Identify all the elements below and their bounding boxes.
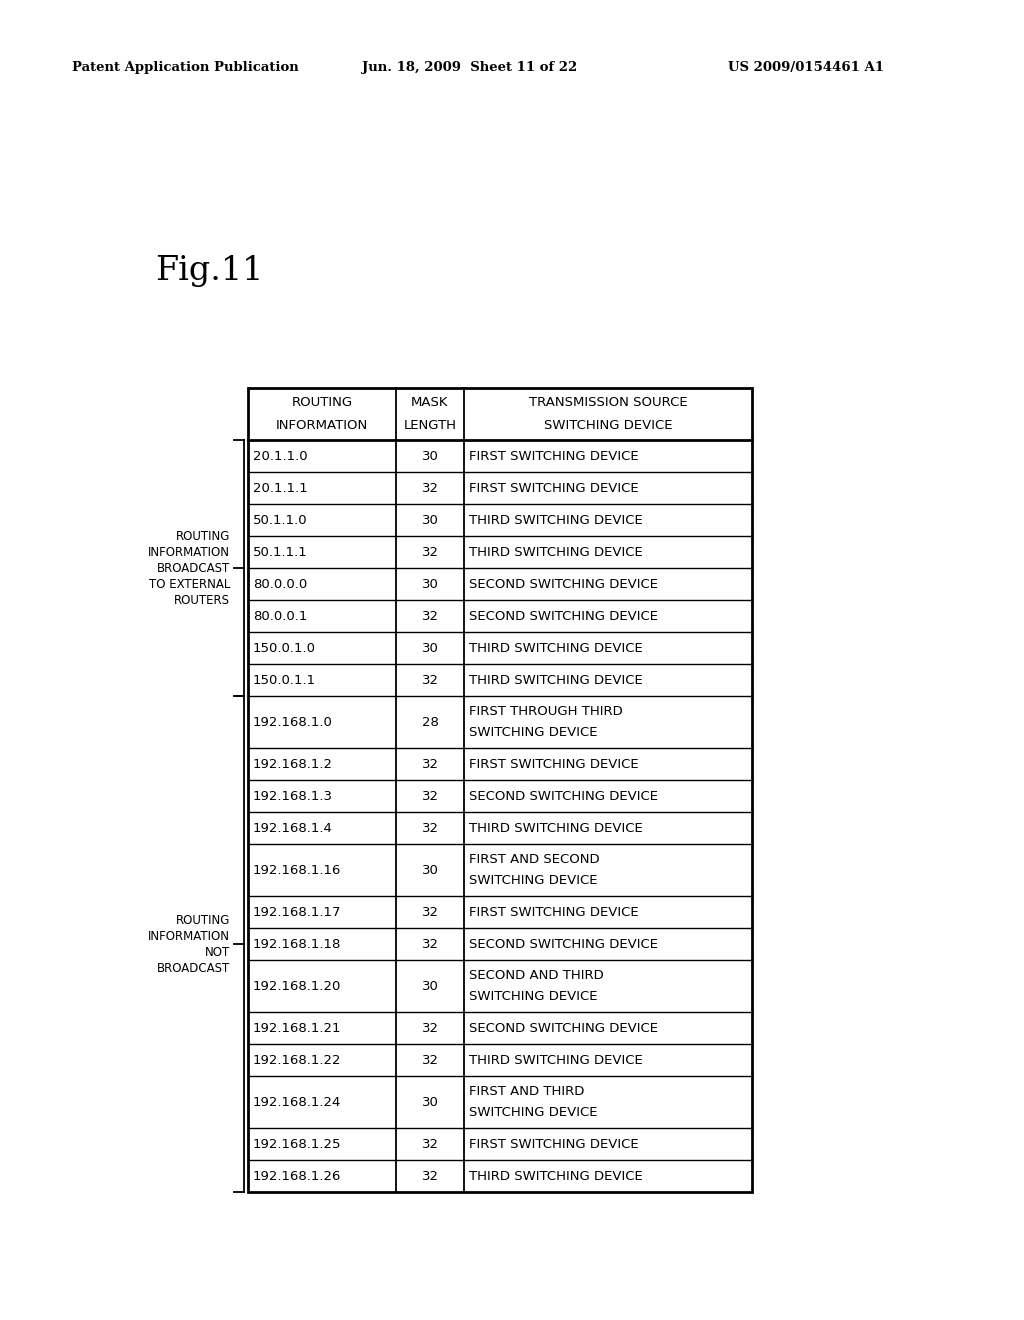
Text: 192.168.1.2: 192.168.1.2 — [253, 758, 333, 771]
Text: INFORMATION: INFORMATION — [275, 418, 368, 432]
Text: 150.0.1.1: 150.0.1.1 — [253, 673, 316, 686]
Text: 80.0.0.0: 80.0.0.0 — [253, 578, 307, 590]
Text: US 2009/0154461 A1: US 2009/0154461 A1 — [728, 62, 884, 74]
Text: ROUTING: ROUTING — [176, 529, 230, 543]
Text: SECOND SWITCHING DEVICE: SECOND SWITCHING DEVICE — [469, 610, 658, 623]
Text: 30: 30 — [422, 642, 438, 655]
Text: 32: 32 — [422, 1170, 438, 1183]
Text: 20.1.1.0: 20.1.1.0 — [253, 450, 307, 462]
Text: SECOND SWITCHING DEVICE: SECOND SWITCHING DEVICE — [469, 578, 658, 590]
Text: 30: 30 — [422, 578, 438, 590]
Text: 32: 32 — [422, 482, 438, 495]
Text: 192.168.1.26: 192.168.1.26 — [253, 1170, 341, 1183]
Text: 192.168.1.0: 192.168.1.0 — [253, 715, 333, 729]
Text: NOT: NOT — [205, 945, 230, 958]
Text: SECOND AND THIRD: SECOND AND THIRD — [469, 969, 604, 982]
Text: 28: 28 — [422, 715, 438, 729]
Text: Jun. 18, 2009  Sheet 11 of 22: Jun. 18, 2009 Sheet 11 of 22 — [362, 62, 578, 74]
Text: FIRST SWITCHING DEVICE: FIRST SWITCHING DEVICE — [469, 1138, 639, 1151]
Text: INFORMATION: INFORMATION — [148, 929, 230, 942]
Text: THIRD SWITCHING DEVICE: THIRD SWITCHING DEVICE — [469, 642, 643, 655]
Text: 32: 32 — [422, 1053, 438, 1067]
Text: 30: 30 — [422, 1096, 438, 1109]
Text: BROADCAST: BROADCAST — [157, 961, 230, 974]
Text: 192.168.1.16: 192.168.1.16 — [253, 863, 341, 876]
Text: FIRST SWITCHING DEVICE: FIRST SWITCHING DEVICE — [469, 906, 639, 919]
Text: 32: 32 — [422, 758, 438, 771]
Text: 30: 30 — [422, 450, 438, 462]
Text: BROADCAST: BROADCAST — [157, 561, 230, 574]
Text: SWITCHING DEVICE: SWITCHING DEVICE — [469, 874, 597, 887]
Text: SECOND SWITCHING DEVICE: SECOND SWITCHING DEVICE — [469, 789, 658, 803]
Text: THIRD SWITCHING DEVICE: THIRD SWITCHING DEVICE — [469, 673, 643, 686]
Text: SECOND SWITCHING DEVICE: SECOND SWITCHING DEVICE — [469, 937, 658, 950]
Text: FIRST SWITCHING DEVICE: FIRST SWITCHING DEVICE — [469, 450, 639, 462]
Text: FIRST SWITCHING DEVICE: FIRST SWITCHING DEVICE — [469, 482, 639, 495]
Text: 50.1.1.1: 50.1.1.1 — [253, 545, 308, 558]
Text: THIRD SWITCHING DEVICE: THIRD SWITCHING DEVICE — [469, 1170, 643, 1183]
Text: SWITCHING DEVICE: SWITCHING DEVICE — [544, 418, 672, 432]
Text: 192.168.1.22: 192.168.1.22 — [253, 1053, 341, 1067]
Text: 192.168.1.3: 192.168.1.3 — [253, 789, 333, 803]
Text: ROUTING: ROUTING — [176, 913, 230, 927]
Text: TO EXTERNAL: TO EXTERNAL — [148, 578, 230, 590]
Text: 192.168.1.25: 192.168.1.25 — [253, 1138, 341, 1151]
Text: 20.1.1.1: 20.1.1.1 — [253, 482, 308, 495]
Text: 32: 32 — [422, 821, 438, 834]
Text: ROUTERS: ROUTERS — [174, 594, 230, 606]
Text: 32: 32 — [422, 673, 438, 686]
Text: 192.168.1.21: 192.168.1.21 — [253, 1022, 341, 1035]
Text: 30: 30 — [422, 863, 438, 876]
Text: SECOND SWITCHING DEVICE: SECOND SWITCHING DEVICE — [469, 1022, 658, 1035]
Text: SWITCHING DEVICE: SWITCHING DEVICE — [469, 990, 597, 1003]
Text: 80.0.0.1: 80.0.0.1 — [253, 610, 307, 623]
Text: 192.168.1.17: 192.168.1.17 — [253, 906, 341, 919]
Text: 30: 30 — [422, 513, 438, 527]
Text: FIRST AND THIRD: FIRST AND THIRD — [469, 1085, 585, 1098]
Text: 32: 32 — [422, 937, 438, 950]
Text: 32: 32 — [422, 906, 438, 919]
Text: 32: 32 — [422, 1022, 438, 1035]
Text: 32: 32 — [422, 610, 438, 623]
Text: SWITCHING DEVICE: SWITCHING DEVICE — [469, 726, 597, 739]
Text: 32: 32 — [422, 789, 438, 803]
Text: 192.168.1.4: 192.168.1.4 — [253, 821, 333, 834]
Text: 50.1.1.0: 50.1.1.0 — [253, 513, 307, 527]
Text: 150.0.1.0: 150.0.1.0 — [253, 642, 316, 655]
Text: Fig.11: Fig.11 — [155, 255, 263, 286]
Text: SWITCHING DEVICE: SWITCHING DEVICE — [469, 1106, 597, 1119]
Text: MASK: MASK — [412, 396, 449, 409]
Text: 32: 32 — [422, 545, 438, 558]
Text: Patent Application Publication: Patent Application Publication — [72, 62, 299, 74]
Text: TRANSMISSION SOURCE: TRANSMISSION SOURCE — [528, 396, 687, 409]
Text: THIRD SWITCHING DEVICE: THIRD SWITCHING DEVICE — [469, 513, 643, 527]
Text: 192.168.1.24: 192.168.1.24 — [253, 1096, 341, 1109]
Text: 30: 30 — [422, 979, 438, 993]
Text: THIRD SWITCHING DEVICE: THIRD SWITCHING DEVICE — [469, 545, 643, 558]
Text: THIRD SWITCHING DEVICE: THIRD SWITCHING DEVICE — [469, 821, 643, 834]
Text: FIRST SWITCHING DEVICE: FIRST SWITCHING DEVICE — [469, 758, 639, 771]
Text: THIRD SWITCHING DEVICE: THIRD SWITCHING DEVICE — [469, 1053, 643, 1067]
Bar — [248, 388, 752, 1192]
Text: FIRST THROUGH THIRD: FIRST THROUGH THIRD — [469, 705, 623, 718]
Text: ROUTING: ROUTING — [292, 396, 352, 409]
Text: FIRST AND SECOND: FIRST AND SECOND — [469, 853, 600, 866]
Text: 192.168.1.20: 192.168.1.20 — [253, 979, 341, 993]
Text: LENGTH: LENGTH — [403, 418, 457, 432]
Text: 192.168.1.18: 192.168.1.18 — [253, 937, 341, 950]
Text: INFORMATION: INFORMATION — [148, 545, 230, 558]
Text: 32: 32 — [422, 1138, 438, 1151]
